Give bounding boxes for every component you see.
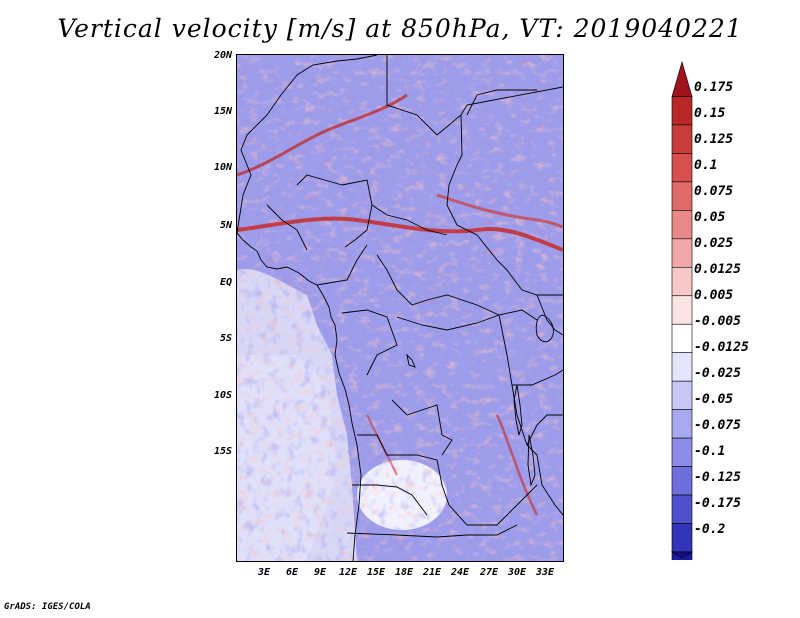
colorbar-label: 0.005 — [694, 288, 734, 303]
colorbar-segment — [671, 323, 693, 354]
colorbar-label: 0.075 — [694, 184, 734, 199]
colorbar-label: -0.005 — [694, 314, 741, 329]
lat-label-20n: 20N — [213, 50, 232, 61]
colorbar-label: 0.15 — [694, 106, 726, 121]
lon-label-18e: 18E — [394, 567, 414, 578]
lat-label-eq: EQ — [219, 277, 232, 288]
colorbar-label: 0.1 — [694, 158, 718, 173]
map-canvas — [237, 55, 563, 561]
lat-label-15s: 15S — [213, 446, 232, 457]
colorbar-segment — [670, 551, 694, 559]
colorbar-label: 0.05 — [694, 210, 726, 225]
lat-label-10n: 10N — [213, 162, 232, 173]
colorbar-segment — [671, 409, 693, 439]
colorbar-segment — [671, 210, 693, 240]
colorbar-segment — [671, 96, 693, 126]
colorbar-segment — [671, 60, 693, 97]
ascent-band-3 — [436, 193, 563, 229]
country-borders — [237, 55, 563, 561]
colorbar-segment — [671, 352, 693, 382]
colorbar-label: 0.175 — [694, 80, 734, 95]
colorbar-label: -0.05 — [694, 392, 734, 407]
field-texture-bands — [237, 55, 563, 315]
colorbar-label: -0.0125 — [694, 340, 749, 355]
colorbar-segment — [671, 295, 693, 325]
lon-label-33e: 33E — [535, 567, 555, 578]
lat-label-15n: 15N — [213, 106, 232, 117]
colorbar-label: -0.025 — [694, 366, 741, 381]
colorbar-segment — [671, 380, 693, 410]
ascent-band-1 — [237, 216, 563, 252]
vertical-velocity-map — [236, 54, 564, 562]
colorbar-label: -0.075 — [694, 418, 741, 433]
colorbar-label: 0.025 — [694, 236, 734, 251]
ascent-band-5 — [495, 414, 539, 516]
colorbar-segment — [671, 466, 693, 496]
lon-label-3e: 3E — [257, 567, 271, 578]
colorbar-label: 0.125 — [694, 132, 734, 147]
lon-label-21e: 21E — [422, 567, 442, 578]
lon-label-12e: 12E — [338, 567, 358, 578]
map-title: Vertical velocity [m/s] at 850hPa, VT: 2… — [57, 14, 743, 43]
colorbar-label: -0.2 — [694, 522, 726, 537]
colorbar-segment — [671, 153, 693, 183]
lon-label-9e: 9E — [313, 567, 327, 578]
colorbar-segment — [671, 238, 693, 268]
colorbar-segment — [671, 494, 693, 524]
colorbar-segment — [671, 124, 693, 154]
colorbar-segment — [671, 437, 693, 467]
lon-label-24e: 24E — [450, 567, 470, 578]
lake-outlines — [406, 314, 554, 487]
lat-label-5s: 5S — [219, 333, 232, 344]
colorbar-label: -0.175 — [694, 496, 741, 511]
colorbar-segment — [671, 523, 693, 553]
lon-label-30e: 30E — [507, 567, 527, 578]
lat-label-10s: 10S — [213, 390, 232, 401]
colorbar-segment — [671, 266, 693, 297]
grads-credit: GrADS: IGES/COLA — [4, 602, 91, 612]
colorbar-label: 0.0125 — [694, 262, 741, 277]
colorbar-label: -0.1 — [694, 444, 726, 459]
colorbar-segment — [671, 181, 693, 211]
lon-label-6e: 6E — [285, 567, 299, 578]
lon-label-15e: 15E — [366, 567, 386, 578]
ascent-band-2 — [237, 93, 408, 177]
colorbar-label: -0.125 — [694, 470, 741, 485]
lon-label-27e: 27E — [479, 567, 499, 578]
lat-label-5n: 5N — [219, 220, 232, 231]
colorbar — [670, 60, 694, 560]
